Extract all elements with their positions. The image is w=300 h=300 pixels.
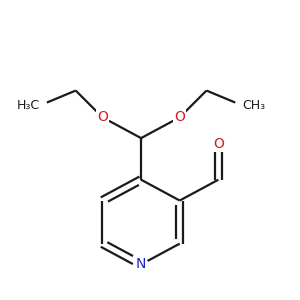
Text: O: O — [174, 110, 185, 124]
Text: H₃C: H₃C — [17, 99, 40, 112]
Text: O: O — [97, 110, 108, 124]
Text: N: N — [136, 257, 146, 272]
Text: O: O — [213, 137, 224, 151]
Text: CH₃: CH₃ — [242, 99, 265, 112]
